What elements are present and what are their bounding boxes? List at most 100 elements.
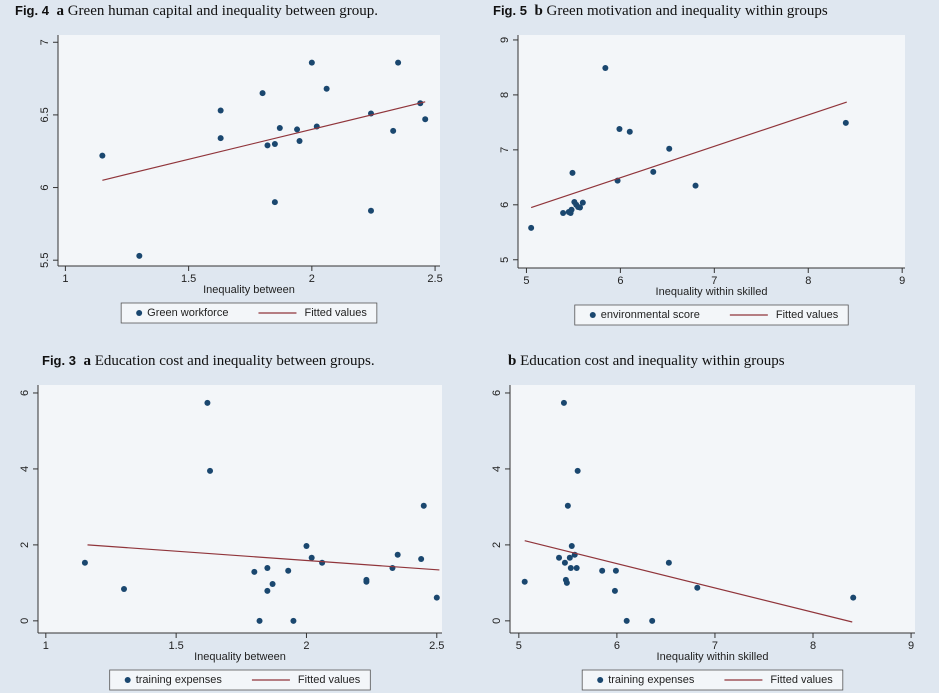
legend-label: environmental score — [601, 309, 700, 321]
y-tick-label: 5 — [499, 257, 511, 263]
x-axis-label: Inequality between — [203, 284, 295, 296]
point — [850, 594, 857, 601]
point — [649, 617, 656, 624]
x-tick-label: 1 — [43, 640, 49, 652]
x-axis-label: Inequality between — [194, 651, 286, 663]
spacer — [76, 353, 84, 369]
legend: Green workforce Fitted values — [120, 302, 378, 324]
point — [276, 124, 283, 131]
point — [217, 135, 224, 142]
y-tick-label: 6 — [19, 390, 31, 396]
point — [296, 138, 303, 145]
x-tick-label: 9 — [899, 275, 905, 287]
legend-label: training expenses — [608, 674, 695, 686]
point — [99, 152, 106, 159]
point — [561, 559, 568, 566]
plot-area — [58, 35, 440, 266]
point — [692, 182, 699, 189]
fitted-line — [530, 101, 847, 209]
legend: training expenses Fitted values — [109, 669, 371, 691]
point — [573, 565, 580, 572]
y-tick-label: 6 — [499, 202, 511, 208]
point — [569, 169, 576, 176]
point — [390, 127, 397, 134]
panel-label: a — [56, 3, 64, 19]
point — [665, 559, 672, 566]
y-tick-label: 2 — [491, 542, 503, 548]
y-tick-label: 7 — [499, 147, 511, 153]
point — [842, 119, 849, 126]
title-text: Green motivation and inequality within g… — [547, 3, 828, 19]
legend-dot — [589, 312, 596, 318]
point — [303, 543, 310, 550]
point — [418, 555, 425, 562]
legend: training expenses Fitted values — [581, 669, 844, 691]
x-tick-label: 9 — [908, 640, 914, 652]
point — [290, 617, 297, 624]
point — [568, 543, 575, 550]
point — [612, 567, 619, 574]
x-axis-label: Inequality within skilled — [656, 286, 768, 298]
panel-label: b — [534, 3, 542, 19]
y-tick-label: 4 — [19, 466, 31, 472]
y-tick-label: 6 — [39, 184, 51, 190]
point — [271, 199, 278, 206]
title-text: Green human capital and inequality betwe… — [68, 3, 378, 19]
y-tick-label: 4 — [491, 466, 503, 472]
point — [264, 142, 271, 149]
point — [567, 565, 574, 572]
panel-title: b Education cost and inequality within g… — [508, 353, 785, 369]
panel-title: Fig. 4 a Green human capital and inequal… — [15, 3, 378, 19]
y-tick-label: 0 — [491, 618, 503, 624]
panel: Fig. 4 a Green human capital and inequal… — [15, 3, 443, 324]
y-tick-label: 2 — [19, 542, 31, 548]
legend-frame — [574, 304, 849, 326]
panel-label: a — [83, 353, 91, 369]
point — [579, 199, 586, 206]
point — [264, 587, 271, 594]
point — [367, 207, 374, 214]
point — [395, 59, 402, 66]
point — [294, 126, 301, 133]
point — [251, 568, 258, 575]
figure-label: Fig. 4 — [15, 3, 50, 18]
x-tick-label: 2.5 — [429, 640, 444, 652]
x-tick-label: 6 — [617, 275, 623, 287]
figure-label: Fig. 5 — [493, 3, 527, 18]
x-tick-label: 2 — [309, 273, 315, 285]
y-tick-label: 0 — [19, 618, 31, 624]
legend-label: Fitted values — [298, 674, 361, 686]
panel-label: b — [508, 353, 516, 369]
plot-area — [518, 35, 905, 268]
y-tick-label: 6.5 — [39, 107, 51, 122]
x-tick-label: 6 — [614, 640, 620, 652]
point — [121, 585, 128, 592]
legend-dot — [124, 677, 131, 683]
point — [626, 128, 633, 135]
legend-frame — [120, 302, 378, 324]
legend-frame — [109, 669, 371, 691]
legend-label: Fitted values — [770, 674, 833, 686]
point — [271, 140, 278, 147]
fitted-line — [87, 544, 440, 571]
x-tick-label: 7 — [711, 275, 717, 287]
x-axis-label: Inequality within skilled — [657, 651, 769, 663]
point — [323, 85, 330, 92]
point — [204, 399, 211, 406]
legend-dot — [136, 310, 143, 316]
point — [560, 210, 567, 217]
spacer — [49, 3, 57, 19]
spacer — [527, 3, 535, 19]
title-text: Education cost and inequality between gr… — [95, 353, 375, 369]
plot-area — [510, 385, 915, 633]
title-text: Education cost and inequality within gro… — [520, 353, 785, 369]
point — [576, 204, 583, 211]
legend-label: Fitted values — [304, 307, 367, 319]
panel: Fig. 5 b Green motivation and inequality… — [493, 3, 905, 326]
point — [264, 565, 271, 572]
x-tick-label: 1 — [62, 273, 68, 285]
y-tick-label: 8 — [499, 92, 511, 98]
legend-label: Fitted values — [776, 309, 839, 321]
x-tick-label: 2.5 — [427, 273, 442, 285]
